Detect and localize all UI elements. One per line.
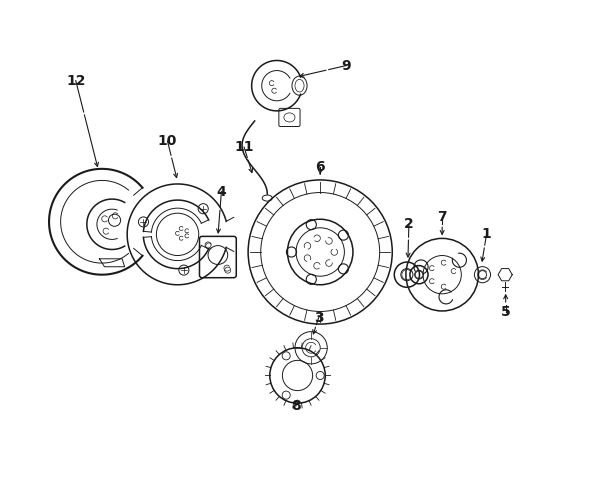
Text: 11: 11 [234,140,254,154]
Text: 9: 9 [342,58,351,73]
Text: 7: 7 [437,210,447,224]
Text: 2: 2 [404,217,414,231]
Text: 10: 10 [158,134,177,148]
Text: 4: 4 [217,184,226,199]
Text: 5: 5 [501,305,510,320]
Text: 6: 6 [316,160,325,174]
Text: 1: 1 [482,227,491,241]
Text: 8: 8 [291,399,301,413]
Text: 3: 3 [314,310,323,325]
Text: 12: 12 [66,74,85,88]
